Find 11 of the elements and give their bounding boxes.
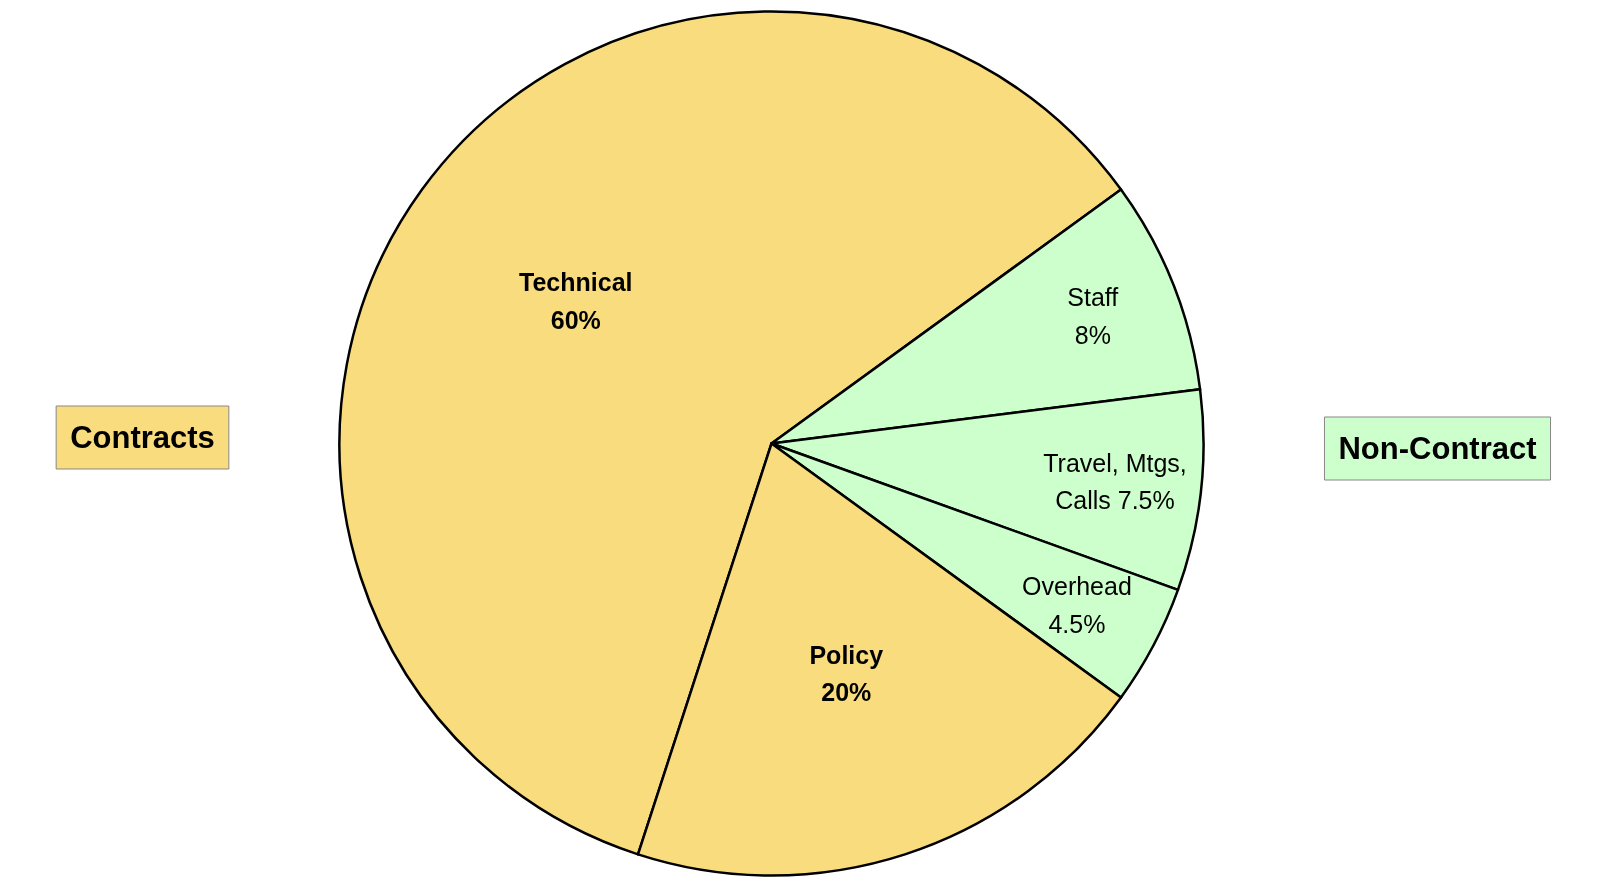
slice-label: Policy	[809, 640, 884, 669]
text: Non-Contract	[1338, 431, 1537, 466]
data-label: 60%	[550, 306, 601, 335]
slice-label: Overhead	[1022, 572, 1132, 601]
data-label: 20%	[821, 678, 872, 707]
data-label: 4.5%	[1048, 610, 1106, 639]
text: Contracts	[70, 420, 215, 455]
data-label: 8%	[1074, 321, 1111, 350]
slice-label: Travel, Mtgs, Calls 7.5%	[1043, 448, 1187, 515]
slice-label: Staff	[1067, 283, 1119, 312]
slice-label: Technical	[519, 268, 633, 297]
